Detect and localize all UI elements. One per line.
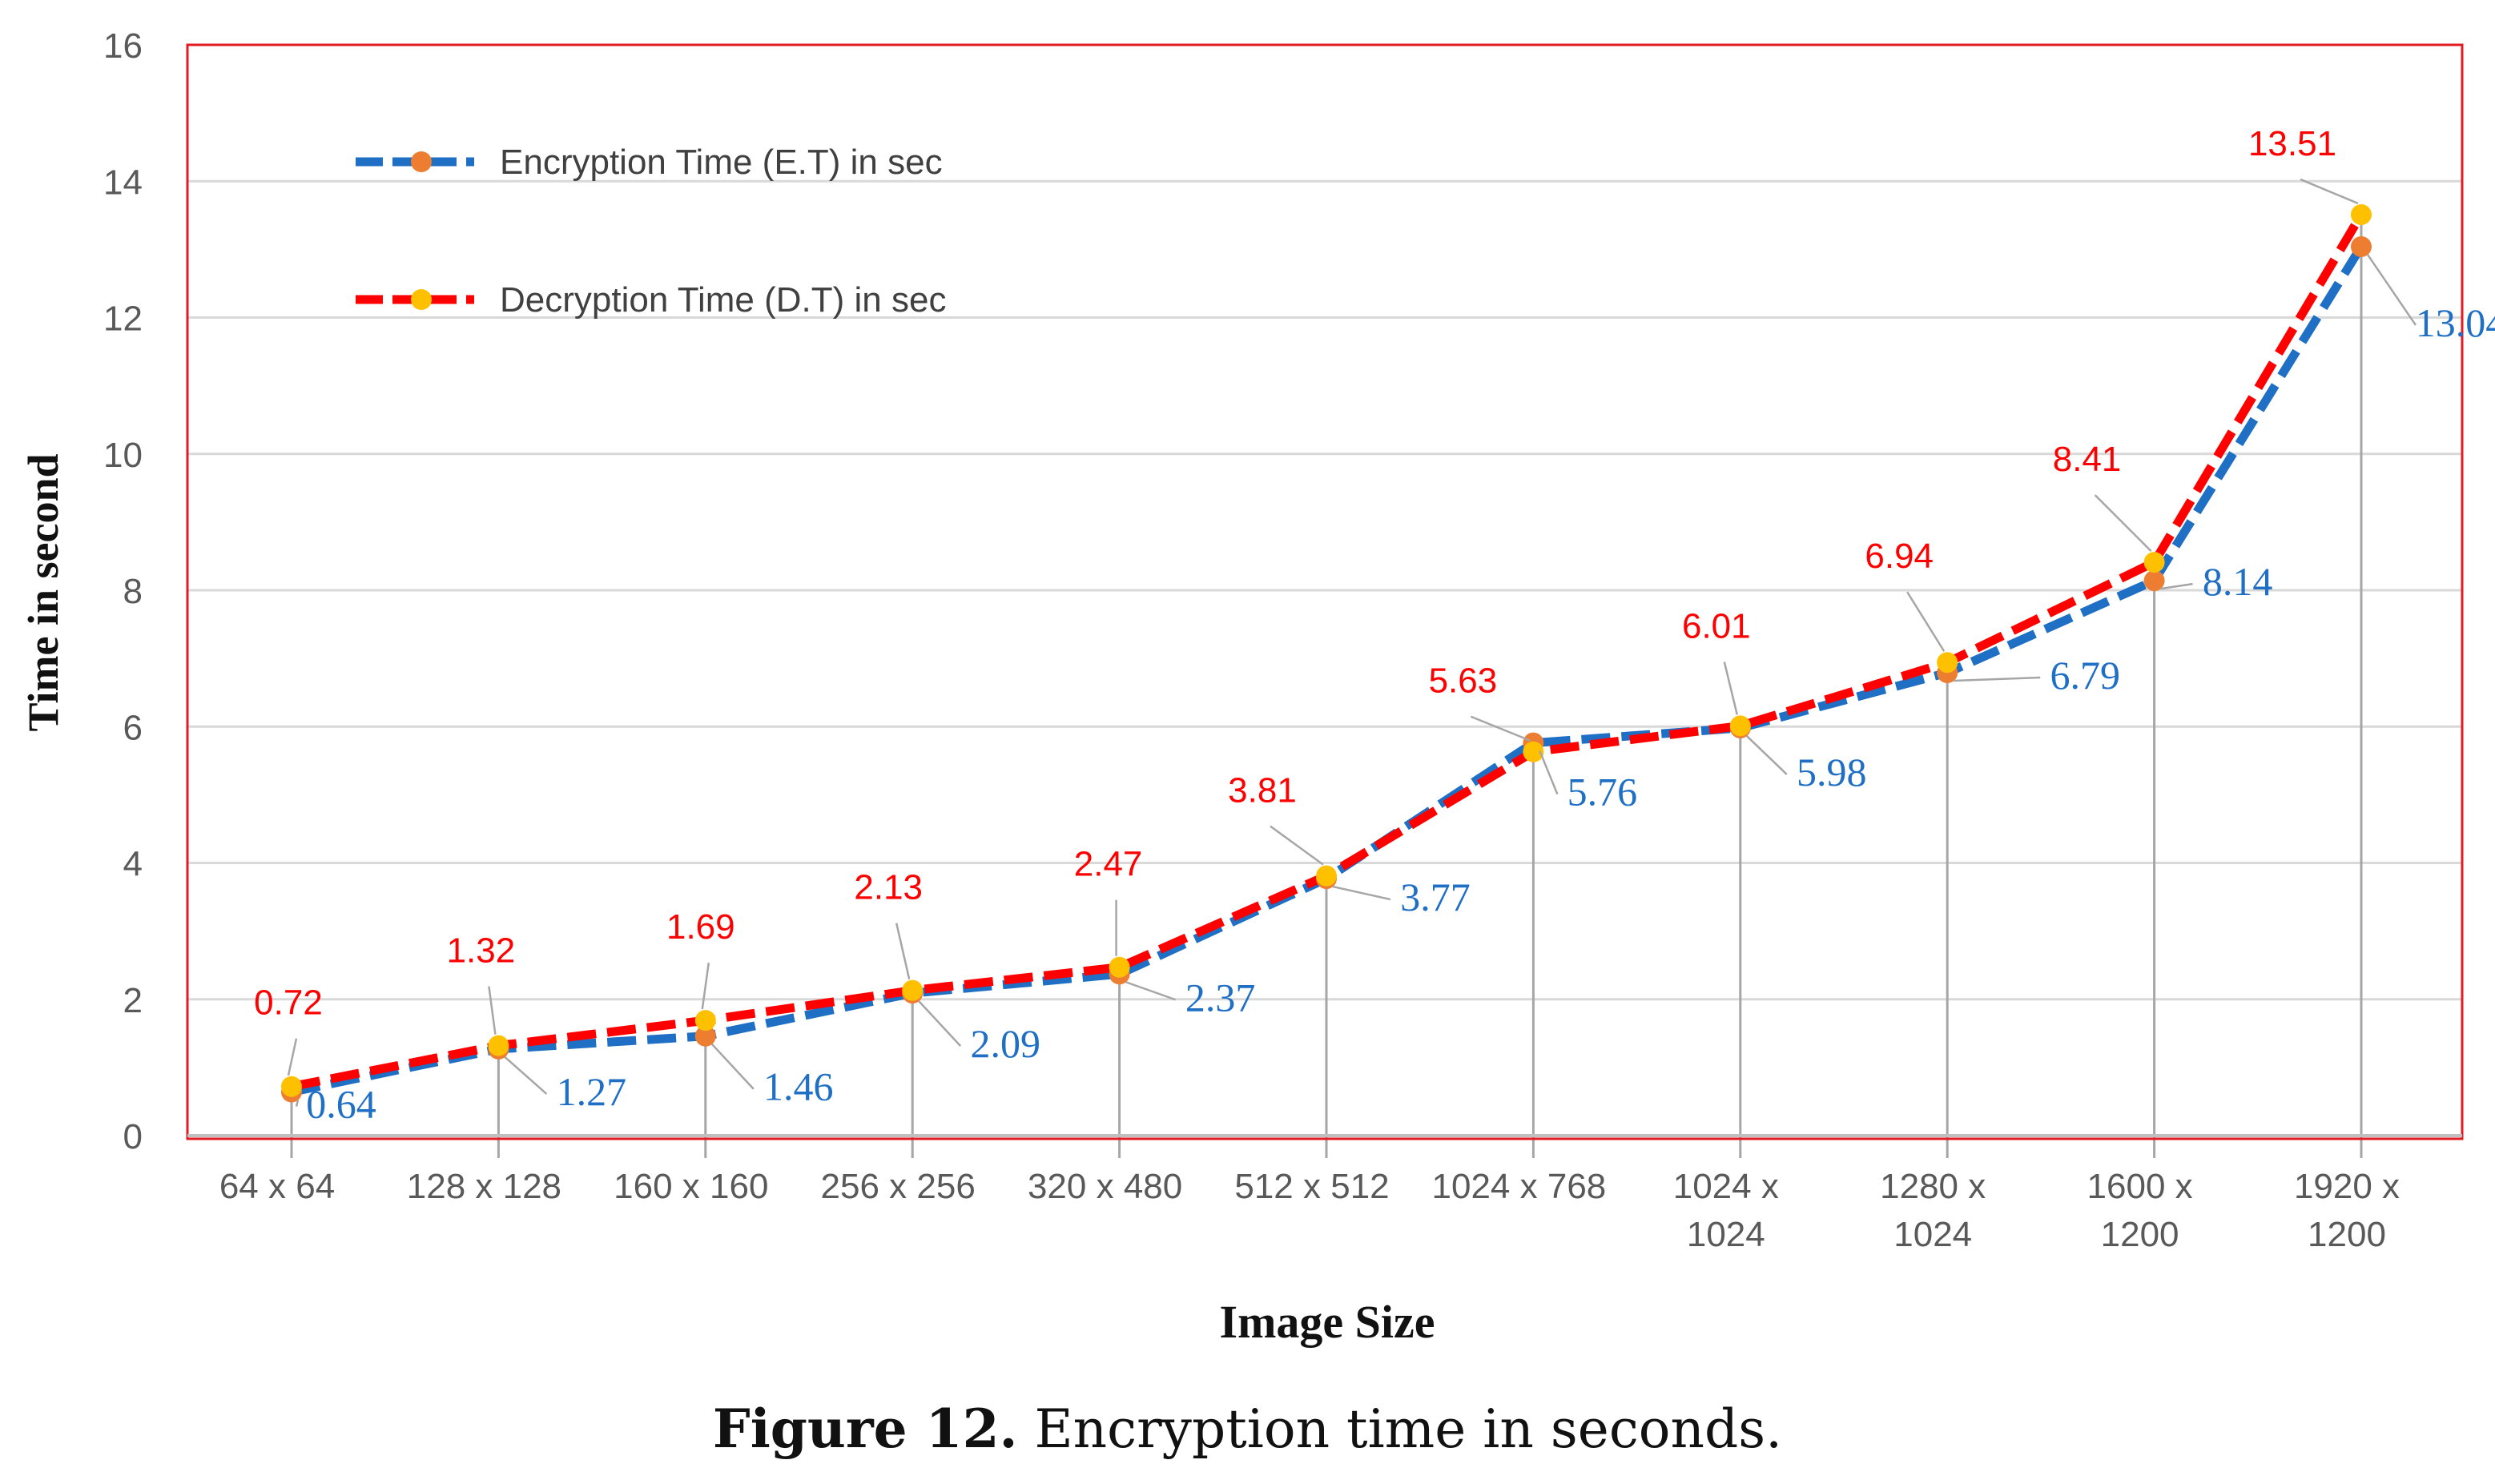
decryption-data-label: 3.81: [1228, 771, 1297, 810]
encryption-label-leader: [1954, 676, 2041, 682]
decryption-label-leader: [1470, 715, 1531, 742]
decryption-point: [281, 1076, 302, 1097]
x-tick-label: 1024 x: [1673, 1167, 1779, 1206]
decryption-data-label: 1.69: [666, 907, 735, 947]
x-tick-label: 160 x 160: [614, 1167, 768, 1206]
y-tick-label: 2: [123, 981, 143, 1020]
decryption-label-leader: [895, 923, 911, 979]
encryption-data-label: 1.27: [557, 1069, 627, 1114]
y-tick-label: 12: [103, 300, 143, 339]
figure-caption-label: Figure 12.: [712, 1398, 1018, 1460]
x-tick-label: 512 x 512: [1234, 1167, 1389, 1206]
y-axis-title: Time in second: [19, 453, 67, 731]
encryption-label-leader: [1539, 750, 1559, 795]
encryption-data-label: 5.98: [1797, 750, 1867, 794]
figure-caption-text: Encryption time in seconds.: [1017, 1398, 1783, 1460]
x-tick-label: 1920 x: [2294, 1167, 2400, 1206]
encryption-label-leader: [2160, 582, 2193, 590]
encryption-label-leader: [295, 1100, 300, 1107]
x-tick-label: 256 x 256: [821, 1167, 976, 1206]
data-labels: 0.72 1.32 1.69 2.13 2.47 3.81 5.63 6.01 6.94 8.41…: [254, 124, 2495, 1127]
encryption-point: [2143, 570, 2165, 592]
x-tick-labels: 64 x 64 128 x 128 160 x 160 256 x 256 320 x …: [219, 1167, 2400, 1254]
y-tick-label: 10: [103, 436, 143, 475]
figure-caption: Figure 12. Encryption time in seconds.: [0, 1398, 2495, 1460]
data-series: [281, 203, 2372, 1103]
encryption-data-label: 3.77: [1400, 875, 1471, 919]
encryption-label-leader: [1125, 981, 1177, 1001]
decryption-data-label: 5.63: [1429, 662, 1498, 701]
legend-swatch-marker: [411, 151, 432, 172]
x-tick-label: 1600 x: [2087, 1167, 2193, 1206]
decryption-data-label: 13.51: [2248, 124, 2336, 163]
decryption-point: [2351, 203, 2372, 225]
x-tick-label: 128 x 128: [407, 1167, 561, 1206]
x-tick-label: 1024: [1893, 1215, 1972, 1254]
decryption-point: [1109, 956, 1130, 978]
encryption-label-leader: [504, 1056, 548, 1095]
decryption-data-label: 2.13: [854, 868, 923, 907]
encryption-data-label: 5.76: [1567, 770, 1638, 814]
decryption-point: [1729, 715, 1751, 737]
x-axis-title: Image Size: [1220, 1296, 1435, 1348]
decryption-point: [1316, 865, 1337, 887]
decryption-label-leader: [1723, 662, 1739, 715]
decryption-data-label: 0.72: [254, 983, 323, 1023]
x-tick-label: 1024: [1687, 1215, 1765, 1254]
decryption-label-leader: [2094, 494, 2152, 552]
encryption-point: [694, 1025, 716, 1047]
encryption-label-leader: [1745, 735, 1788, 775]
decryption-data-label: 6.94: [1865, 537, 1934, 576]
decryption-label-leader: [701, 962, 710, 1010]
decryption-label-leader: [1270, 825, 1324, 866]
x-tick-label: 64 x 64: [219, 1167, 335, 1206]
y-tick-label: 6: [123, 708, 143, 747]
decryption-point: [2143, 552, 2165, 573]
x-tick-label: 1200: [2101, 1215, 2179, 1254]
decryption-point: [902, 979, 924, 1001]
encryption-label-leader: [710, 1043, 755, 1090]
legend: Encryption Time (E.T) in sec Decryption T…: [356, 143, 946, 320]
decryption-label-leader: [2300, 178, 2359, 205]
decryption-data-label: 1.32: [447, 931, 516, 971]
encryption-label-leader: [918, 1000, 962, 1047]
decryption-label-leader: [1906, 591, 1946, 652]
encryption-point: [2351, 235, 2372, 257]
decryption-data-label: 6.01: [1682, 606, 1751, 645]
encryption-time-chart: 0 2 4 6 8 10 12 14 16 64 x 64 128 x 128 160 x 160 2…: [19, 26, 2495, 1348]
encryption-data-label: 1.46: [763, 1064, 834, 1109]
legend-entry: Decryption Time (D.T) in sec: [500, 280, 946, 320]
encryption-label-leader: [2366, 254, 2417, 326]
y-tick-label: 4: [123, 845, 143, 884]
decryption-point: [488, 1035, 509, 1056]
y-tick-label: 16: [103, 26, 143, 66]
encryption-data-label: 0.64: [306, 1082, 376, 1127]
x-tick-label: 1024 x 768: [1432, 1167, 1607, 1206]
gridlines: [187, 43, 2462, 1001]
decryption-data-label: 8.41: [2053, 440, 2122, 479]
x-tick-label: 320 x 480: [1028, 1167, 1182, 1206]
decryption-label-leader: [287, 1038, 298, 1076]
decryption-point: [1937, 652, 1958, 674]
plot-area-border: [186, 43, 2464, 1140]
decryption-label-leader: [488, 986, 497, 1035]
encryption-data-label: 2.09: [970, 1021, 1040, 1066]
y-tick-labels: 0 2 4 6 8 10 12 14 16: [103, 26, 143, 1156]
x-tick-label: 1200: [2308, 1215, 2386, 1254]
encryption-data-label: 6.79: [2050, 653, 2120, 698]
legend-entry: Encryption Time (E.T) in sec: [500, 143, 943, 182]
decryption-point: [694, 1010, 716, 1032]
x-tick-label: 1280 x: [1880, 1167, 1986, 1206]
decryption-point: [1523, 741, 1544, 762]
encryption-data-label: 8.14: [2203, 559, 2273, 604]
decryption-data-label: 2.47: [1074, 845, 1143, 884]
y-tick-label: 14: [103, 163, 143, 202]
encryption-data-label: 2.37: [1185, 975, 1256, 1019]
legend-swatch-marker: [411, 289, 432, 310]
y-tick-label: 8: [123, 572, 143, 611]
y-tick-label: 0: [123, 1117, 143, 1156]
encryption-data-label: 13.04: [2416, 300, 2495, 345]
encryption-label-leader: [1332, 885, 1391, 901]
